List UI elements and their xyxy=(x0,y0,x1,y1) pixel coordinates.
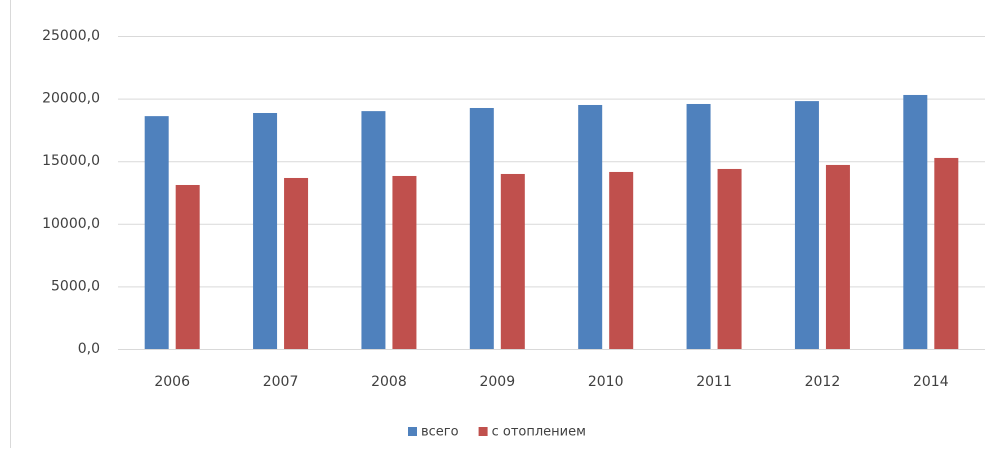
legend-swatch xyxy=(478,427,488,436)
bar xyxy=(469,107,494,350)
bar xyxy=(392,175,417,349)
legend-label: всего xyxy=(421,425,459,440)
x-tick-label: 2014 xyxy=(913,374,949,390)
bar xyxy=(253,112,278,349)
x-tick-label: 2011 xyxy=(696,374,732,390)
x-tick-label: 2008 xyxy=(371,374,407,390)
bar xyxy=(825,164,850,349)
x-tick-label: 2006 xyxy=(154,374,190,390)
x-tick-label: 2009 xyxy=(479,374,515,390)
x-tick-label: 2010 xyxy=(588,374,624,390)
bar xyxy=(284,177,309,349)
bar xyxy=(609,171,634,349)
bar xyxy=(175,184,200,349)
y-tick-label: 25000,0 xyxy=(42,28,100,44)
y-tick-label: 10000,0 xyxy=(42,216,100,232)
bar xyxy=(686,103,711,349)
bar xyxy=(144,116,169,350)
bar xyxy=(934,157,959,349)
y-tick-label: 5000,0 xyxy=(51,278,100,294)
bar xyxy=(903,94,928,349)
bar xyxy=(361,111,386,350)
bar xyxy=(500,173,525,349)
y-tick-label: 20000,0 xyxy=(42,91,100,107)
legend-label: с отоплением xyxy=(492,425,586,440)
bar xyxy=(794,101,819,349)
bar xyxy=(578,104,603,349)
y-tick-label: 0,0 xyxy=(78,341,100,357)
legend-swatch xyxy=(408,427,417,436)
x-tick-label: 2012 xyxy=(805,374,841,390)
x-tick-label: 2007 xyxy=(263,374,299,390)
y-tick-label: 15000,0 xyxy=(42,153,100,169)
bar xyxy=(717,168,742,349)
